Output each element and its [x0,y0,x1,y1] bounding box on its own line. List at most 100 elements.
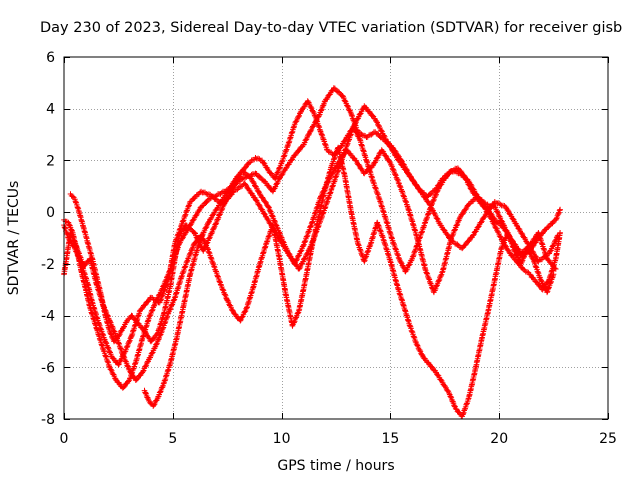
data-point [115,361,122,368]
data-point [125,365,132,372]
data-point [369,112,376,119]
data-point [308,104,314,110]
data-point [198,188,204,195]
data-point [149,350,155,356]
y-tick-label: -8 [41,412,55,428]
data-point [120,384,127,390]
y-tick-label: 0 [46,205,55,221]
data-point [162,278,169,284]
data-point [407,173,414,180]
data-point [151,402,157,408]
data-point [341,138,348,145]
data-point [307,128,314,134]
data-point [468,186,474,192]
data-point [520,266,526,272]
x-tick-label: 20 [490,431,508,447]
data-point [149,307,155,314]
data-point [166,268,173,275]
data-point [428,201,435,208]
x-axis-tick-labels: 0 5 10 15 20 25 [60,431,617,447]
data-point [228,183,234,190]
data-point [260,160,267,166]
data-point [272,174,279,181]
data-point [246,160,252,166]
data-point [291,319,297,326]
data-point [434,215,440,222]
data-point [237,317,244,324]
data-point [298,248,304,254]
data-point [217,191,224,197]
data-point [402,166,409,173]
data-point [540,254,546,261]
data-point [427,191,434,197]
data-point [185,255,191,262]
data-point [344,103,351,109]
data-point [283,165,289,171]
data-point [242,309,248,315]
data-point [545,224,551,230]
data-point [196,208,202,214]
data-point [325,148,332,155]
data-point [449,238,456,244]
data-point [262,199,269,205]
data-point [461,173,468,179]
data-point [250,179,257,185]
data-point [132,316,138,323]
data-point [497,201,504,208]
data-point [454,241,461,248]
data-point [405,170,411,177]
data-point [295,310,301,316]
data-point [362,133,368,139]
data-point [553,215,560,222]
data-point [497,233,504,240]
data-point [295,148,302,154]
data-point [373,118,380,124]
series-trace-3 [61,103,561,391]
data-point [550,243,556,249]
y-axis-label: SDTVAR / TECUs [6,181,22,296]
data-point [381,132,387,139]
data-point [124,363,131,369]
data-point [511,248,518,254]
data-point [242,165,248,171]
data-point [203,224,209,231]
data-point [527,250,533,257]
data-point [318,107,325,113]
series-trace-4 [61,144,557,420]
data-point [222,291,228,298]
data-point [491,220,497,227]
data-point [352,120,359,127]
plot-frame [63,56,609,420]
data-point [142,363,149,370]
data-point [557,206,563,213]
data-point [300,142,307,148]
data-points [61,85,563,420]
series-trace-5 [141,98,563,409]
data-point [438,377,444,383]
data-point [537,283,543,289]
data-point [542,253,549,260]
data-point [109,324,116,330]
y-tick-label: -4 [41,309,55,325]
data-point [398,259,404,266]
data-point [355,161,362,168]
data-point [264,165,270,171]
data-point [417,347,423,353]
data-point [256,202,262,208]
data-point [242,181,249,188]
data-point [206,235,213,241]
data-point [271,218,278,224]
data-point [415,186,422,192]
data-point [154,296,161,302]
data-point [406,262,412,268]
data-point [502,242,508,249]
data-point [303,137,309,143]
data-point [210,226,217,232]
axis-ticks [64,57,609,420]
data-point [274,180,280,187]
data-point [252,155,259,161]
data-point [353,128,359,135]
data-point [495,219,501,226]
data-point [463,177,470,183]
